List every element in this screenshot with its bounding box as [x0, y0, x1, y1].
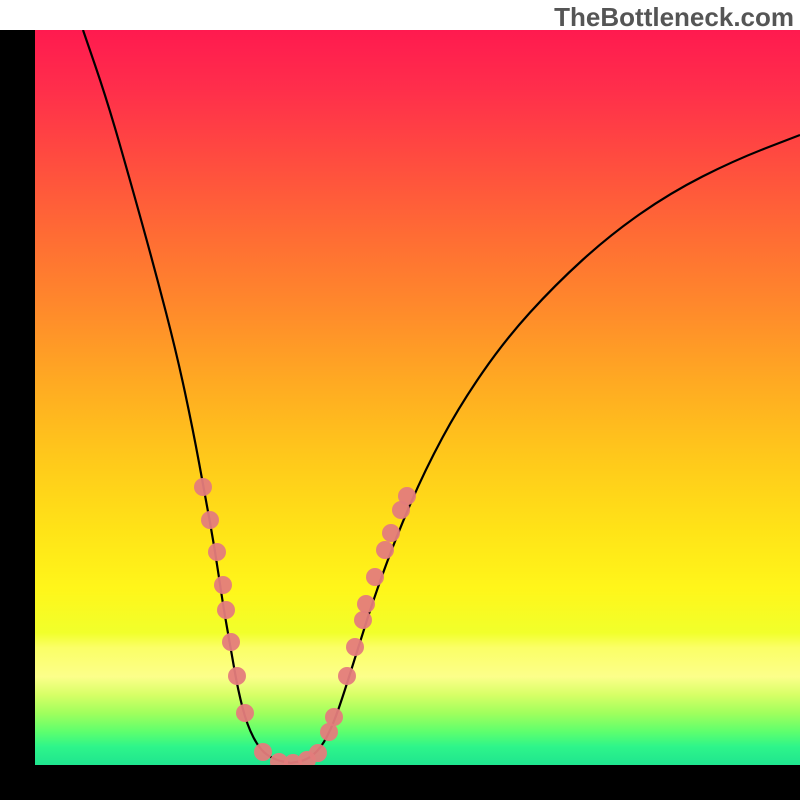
data-point-marker	[254, 743, 272, 761]
frame-bottom	[0, 765, 800, 800]
data-point-marker	[194, 478, 212, 496]
data-point-marker	[354, 611, 372, 629]
data-point-marker	[325, 708, 343, 726]
data-point-marker	[222, 633, 240, 651]
data-point-marker	[208, 543, 226, 561]
data-point-marker	[376, 541, 394, 559]
frame-left	[0, 30, 35, 800]
data-point-marker	[228, 667, 246, 685]
data-point-marker	[217, 601, 235, 619]
data-point-marker	[346, 638, 364, 656]
data-point-marker	[338, 667, 356, 685]
watermark-text: TheBottleneck.com	[554, 2, 794, 33]
data-point-marker	[357, 595, 375, 613]
data-point-marker	[398, 487, 416, 505]
data-point-marker	[366, 568, 384, 586]
plot-area	[35, 30, 800, 765]
data-point-marker	[236, 704, 254, 722]
data-point-marker	[382, 524, 400, 542]
data-point-marker	[201, 511, 219, 529]
data-point-marker	[214, 576, 232, 594]
chart-canvas: TheBottleneck.com	[0, 0, 800, 800]
marker-layer	[35, 30, 800, 765]
data-point-marker	[309, 744, 327, 762]
